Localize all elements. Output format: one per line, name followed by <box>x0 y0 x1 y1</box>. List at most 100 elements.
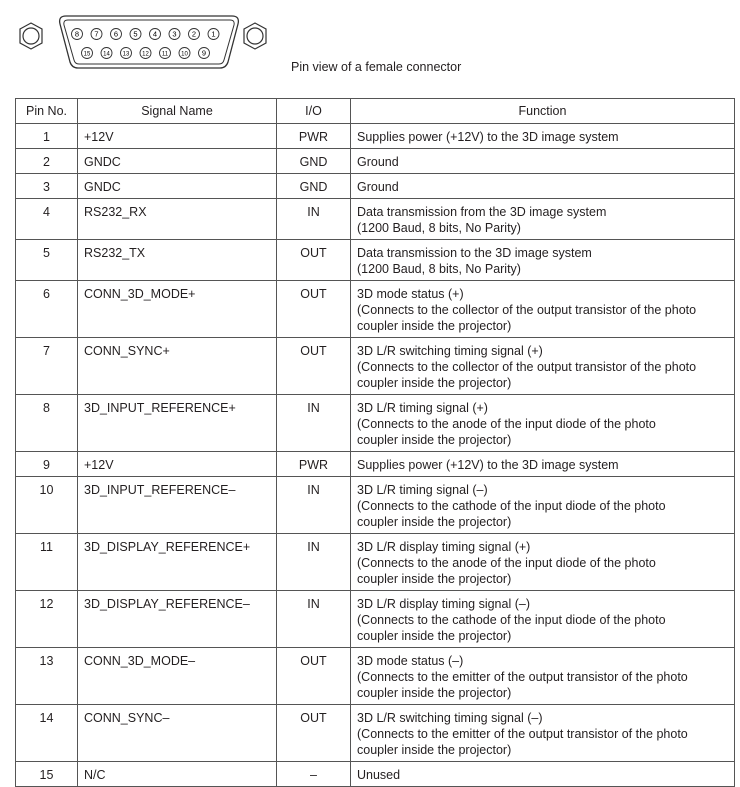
function-description: Supplies power (+12V) to the 3D image sy… <box>350 123 735 149</box>
io-type: IN <box>276 476 351 534</box>
signal-name: GNDC <box>77 173 277 199</box>
pin-9-circle <box>198 47 210 59</box>
function-description: 3D L/R switching timing signal (–) (Conn… <box>350 704 735 762</box>
hex-nut-right-icon <box>243 22 267 50</box>
pin-label: 2 <box>192 30 196 39</box>
pin-label: 3 <box>172 30 176 39</box>
table-row: 9 +12V PWR Supplies power (+12V) to the 3D … <box>15 451 735 477</box>
pin-4-circle <box>149 28 161 40</box>
signal-name: 3D_INPUT_REFERENCE+ <box>77 394 277 452</box>
io-type: IN <box>276 394 351 452</box>
function-description: Ground <box>350 148 735 174</box>
pin-11-circle <box>159 47 171 59</box>
pin-number: 7 <box>15 337 78 395</box>
connector-caption: Pin view of a female connector <box>291 60 462 74</box>
pin-label: 13 <box>123 52 130 58</box>
connector-diagram: 8 7 6 5 4 3 2 1 15 14 13 12 11 10 9 <box>19 15 267 69</box>
function-description: 3D mode status (–) (Connects to the emit… <box>350 647 735 705</box>
pin-number: 8 <box>15 394 78 452</box>
header-pin-no: Pin No. <box>15 98 78 124</box>
signal-name: 3D_DISPLAY_REFERENCE+ <box>77 533 277 591</box>
signal-name: +12V <box>77 123 277 149</box>
function-description: 3D L/R display timing signal (+) (Connec… <box>350 533 735 591</box>
table-row: 11 3D_DISPLAY_REFERENCE+ IN 3D L/R display … <box>15 533 735 591</box>
pin-13-circle <box>120 47 132 59</box>
pin-label: 12 <box>142 52 149 58</box>
function-description: 3D L/R timing signal (–) (Connects to th… <box>350 476 735 534</box>
pin-assignment-table: Pin No. Signal Name I/O Function 1 +12V PW… <box>15 98 735 787</box>
signal-name: CONN_3D_MODE– <box>77 647 277 705</box>
pin-label: 7 <box>94 30 98 39</box>
signal-name: GNDC <box>77 148 277 174</box>
pin-label: 10 <box>181 52 188 58</box>
signal-name: N/C <box>77 761 277 787</box>
table-row: 7 CONN_SYNC+ OUT 3D L/R switching timing si… <box>15 337 735 395</box>
io-type: IN <box>276 590 351 648</box>
signal-name: RS232_RX <box>77 198 277 240</box>
table-row: 8 3D_INPUT_REFERENCE+ IN 3D L/R timing sign… <box>15 394 735 452</box>
signal-name: +12V <box>77 451 277 477</box>
table-row: 1 +12V PWR Supplies power (+12V) to the 3D … <box>15 123 735 149</box>
signal-name: CONN_SYNC– <box>77 704 277 762</box>
pin-3-circle <box>168 28 181 40</box>
io-type: IN <box>276 533 351 591</box>
header-io: I/O <box>276 98 351 124</box>
table-row: 10 3D_INPUT_REFERENCE– IN 3D L/R timing sig… <box>15 476 735 534</box>
pin-1-circle <box>207 28 220 40</box>
table-row: 6 CONN_3D_MODE+ OUT 3D mode status (+) (Con… <box>15 280 735 338</box>
pin-number: 2 <box>15 148 78 174</box>
table-row: 4 RS232_RX IN Data transmission from the 3D… <box>15 198 735 240</box>
io-type: OUT <box>276 239 351 281</box>
pin-label: 4 <box>153 30 157 39</box>
table-row: 13 CONN_3D_MODE– OUT 3D mode status (–) (Co… <box>15 647 735 705</box>
io-type: PWR <box>276 123 351 149</box>
table-row: 5 RS232_TX OUT Data transmission to the 3D … <box>15 239 735 281</box>
pin-number: 11 <box>15 533 78 591</box>
table-row: 15 N/C – Unused <box>15 761 735 787</box>
signal-name: CONN_3D_MODE+ <box>77 280 277 338</box>
io-type: OUT <box>276 337 351 395</box>
pin-label: 14 <box>103 52 110 58</box>
io-type: PWR <box>276 451 351 477</box>
hex-nut-left-icon <box>19 22 43 50</box>
pin-15-circle <box>81 47 93 59</box>
signal-name: 3D_INPUT_REFERENCE– <box>77 476 277 534</box>
function-description: Supplies power (+12V) to the 3D image sy… <box>350 451 735 477</box>
pin-label: 15 <box>84 52 91 58</box>
pin-number: 10 <box>15 476 78 534</box>
table-row: 2 GNDC GND Ground <box>15 148 735 174</box>
signal-name: 3D_DISPLAY_REFERENCE– <box>77 590 277 648</box>
pin-number: 3 <box>15 173 78 199</box>
pin-label: 8 <box>75 30 79 39</box>
pin-label: 11 <box>162 52 169 58</box>
pin-label: 1 <box>211 30 215 39</box>
pin-14-circle <box>100 47 113 59</box>
pin-label: 5 <box>133 30 137 39</box>
pin-number: 9 <box>15 451 78 477</box>
pin-number: 1 <box>15 123 78 149</box>
pin-number: 6 <box>15 280 78 338</box>
table-row: 12 3D_DISPLAY_REFERENCE– IN 3D L/R display … <box>15 590 735 648</box>
io-type: OUT <box>276 704 351 762</box>
function-description: 3D mode status (+) (Connects to the coll… <box>350 280 735 338</box>
pin-12-circle <box>139 47 152 59</box>
pin-number: 14 <box>15 704 78 762</box>
pin-number: 15 <box>15 761 78 787</box>
function-description: 3D L/R display timing signal (–) (Connec… <box>350 590 735 648</box>
function-description: 3D L/R switching timing signal (+) (Conn… <box>350 337 735 395</box>
pin-number: 12 <box>15 590 78 648</box>
signal-name: CONN_SYNC+ <box>77 337 277 395</box>
table-row: 3 GNDC GND Ground <box>15 173 735 199</box>
io-type: – <box>276 761 351 787</box>
pin-number: 4 <box>15 198 78 240</box>
io-type: GND <box>276 173 351 199</box>
function-description: Ground <box>350 173 735 199</box>
pin-label: 6 <box>114 30 118 39</box>
header-signal-name: Signal Name <box>77 98 277 124</box>
io-type: IN <box>276 198 351 240</box>
pin-6-circle <box>110 28 122 40</box>
function-description: 3D L/R timing signal (+) (Connects to th… <box>350 394 735 452</box>
pin-label: 9 <box>202 49 206 58</box>
function-description: Data transmission to the 3D image system… <box>350 239 735 281</box>
pin-7-circle <box>90 28 103 40</box>
